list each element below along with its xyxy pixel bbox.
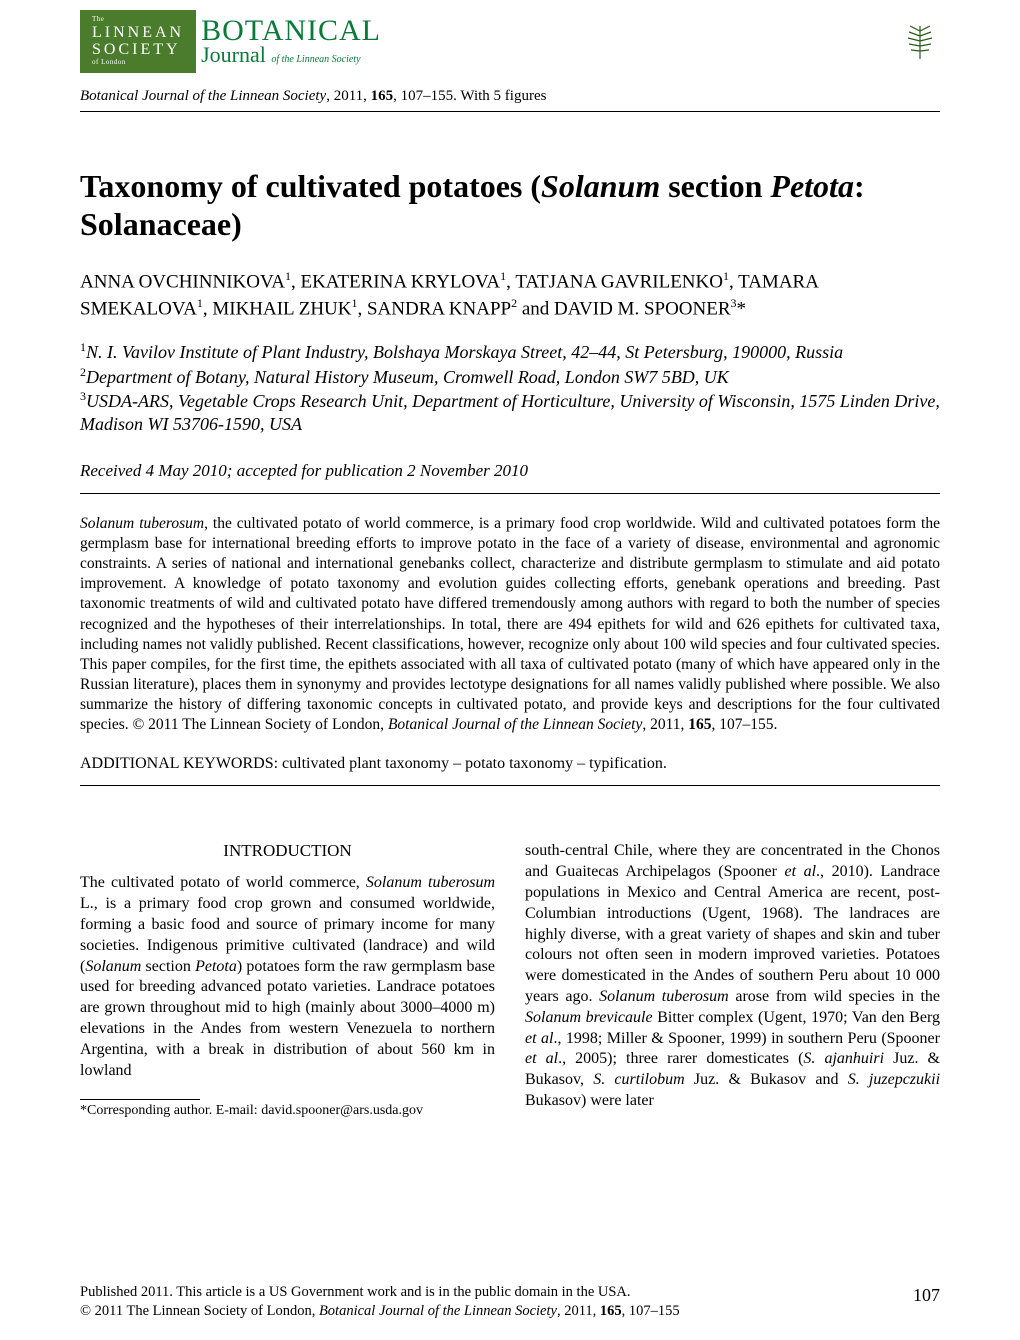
- footer-line2e: , 107–155: [622, 1303, 680, 1319]
- citation-journal: Botanical Journal of the Linnean Society: [80, 88, 326, 104]
- authors-block: ANNA OVCHINNIKOVA1, EKATERINA KRYLOVA1, …: [80, 258, 940, 332]
- intro-c2-t9: Bukasov) were later: [525, 1092, 654, 1109]
- intro-c2-i1: et al: [784, 863, 816, 880]
- title-solanum: Solanum: [541, 168, 660, 204]
- abstract-block: Solanum tuberosum, the cultivated potato…: [80, 494, 940, 744]
- citation-year: , 2011,: [326, 88, 370, 104]
- footer-line2a: © 2011 The Linnean Society of London,: [80, 1303, 319, 1319]
- intro-col2: south-central Chile, where they are conc…: [525, 841, 940, 1111]
- footer-line1: Published 2011. This article is a US Gov…: [80, 1284, 631, 1300]
- citation-pages: , 107–155. With 5 figures: [393, 88, 546, 104]
- article-title: Taxonomy of cultivated potatoes (Solanum…: [80, 112, 940, 259]
- author3: , TATJANA GAVRILENKO: [506, 272, 723, 293]
- author2: , EKATERINA KRYLOVA: [291, 272, 500, 293]
- keywords-line: ADDITIONAL KEYWORDS: cultivated plant ta…: [80, 743, 940, 785]
- intro-c1-i3: Petota: [195, 958, 237, 975]
- journal-botanical: BOTANICAL: [201, 17, 381, 46]
- title-part3: section: [660, 168, 770, 204]
- citation-line: Botanical Journal of the Linnean Society…: [80, 78, 940, 111]
- intro-c2-i7: S. curtilobum: [593, 1071, 684, 1088]
- journal-subtitle: of the Linnean Society: [271, 54, 360, 65]
- logo-line-society: SOCIETY: [92, 41, 184, 59]
- corresponding-footnote: *Corresponding author. E-mail: david.spo…: [80, 1103, 495, 1119]
- aff3: USDA-ARS, Vegetable Crops Research Unit,…: [80, 391, 940, 434]
- footer: 107 Published 2011. This article is a US…: [80, 1283, 940, 1322]
- author7-star: *: [737, 299, 747, 320]
- intro-c1-t4: ) potatoes form the raw germplasm base u…: [80, 958, 495, 1079]
- logo-line-linnean: LINNEAN: [92, 24, 184, 42]
- footer-vol: 165: [600, 1303, 622, 1319]
- logo-section: The LINNEAN SOCIETY of London BOTANICAL …: [80, 10, 381, 73]
- author5: , MIKHAIL ZHUK: [203, 299, 352, 320]
- intro-c2-t6: ., 2005); three rarer domesticates (: [558, 1050, 803, 1067]
- abstract-vol: 165: [688, 716, 711, 733]
- header-bar: The LINNEAN SOCIETY of London BOTANICAL …: [80, 0, 940, 78]
- intro-c2-t8: Juz. & Bukasov and: [685, 1071, 848, 1088]
- intro-c2-i2: Solanum tuberosum: [599, 988, 729, 1005]
- abstract-p3: , 2011,: [642, 716, 688, 733]
- title-petota: Petota: [770, 168, 854, 204]
- keywords-text: cultivated plant taxonomy – potato taxon…: [282, 755, 667, 772]
- logo-line-london: of London: [92, 59, 184, 67]
- intro-c2-i5: et al: [525, 1050, 558, 1067]
- column-right: south-central Chile, where they are conc…: [525, 841, 940, 1119]
- abstract-text: Solanum tuberosum, the cultivated potato…: [80, 514, 940, 736]
- journal-journal: Journal of the Linnean Society: [201, 45, 381, 66]
- keywords-label: ADDITIONAL KEYWORDS:: [80, 755, 282, 772]
- intro-c2-t2: ., 2010). Landrace populations in Mexico…: [525, 863, 940, 1005]
- intro-c1-i1: Solanum tuberosum: [366, 874, 495, 891]
- intro-c1-t1: The cultivated potato of world commerce,: [80, 874, 366, 891]
- introduction-heading: INTRODUCTION: [80, 841, 495, 873]
- fern-icon: [900, 21, 940, 61]
- author6: , SANDRA KNAPP: [357, 299, 511, 320]
- aff2: Department of Botany, Natural History Mu…: [86, 367, 729, 387]
- intro-c2-t3: arose from wild species in the: [729, 988, 940, 1005]
- abstract-solanum: Solanum tuberosum: [80, 515, 204, 532]
- abstract-p5: , 107–155.: [712, 716, 778, 733]
- intro-col1: The cultivated potato of world commerce,…: [80, 873, 495, 1081]
- intro-c2-i3: Solanum brevicaule: [525, 1009, 653, 1026]
- aff1: N. I. Vavilov Institute of Plant Industr…: [86, 342, 843, 362]
- intro-c2-i4: et al: [525, 1030, 553, 1047]
- abstract-body: , the cultivated potato of world commerc…: [80, 515, 940, 733]
- intro-c1-t3: section: [141, 958, 195, 975]
- intro-c2-t5: ., 1998; Miller & Spooner, 1999) in sout…: [553, 1030, 940, 1047]
- intro-c1-i2: Solanum: [85, 958, 141, 975]
- footnote-divider: [80, 1099, 200, 1100]
- title-part1: Taxonomy of cultivated potatoes (: [80, 168, 541, 204]
- logo-line-the: The: [92, 16, 184, 24]
- journal-title-block: BOTANICAL Journal of the Linnean Society: [201, 17, 381, 66]
- footer-journal: Botanical Journal of the Linnean Society: [319, 1303, 557, 1319]
- page-number: 107: [913, 1283, 940, 1307]
- column-left: INTRODUCTION The cultivated potato of wo…: [80, 841, 495, 1119]
- intro-c2-t4: Bitter complex (Ugent, 1970; Van den Ber…: [653, 1009, 940, 1026]
- linnean-society-logo: The LINNEAN SOCIETY of London: [80, 10, 196, 73]
- affiliations-block: 1N. I. Vavilov Institute of Plant Indust…: [80, 332, 940, 445]
- dates-line: Received 4 May 2010; accepted for public…: [80, 445, 940, 493]
- abstract-journal: Botanical Journal of the Linnean Society: [388, 716, 642, 733]
- footer-line2c: , 2011,: [557, 1303, 600, 1319]
- journal-word: Journal: [201, 42, 266, 67]
- body-two-column: INTRODUCTION The cultivated potato of wo…: [80, 786, 940, 1119]
- author7: and DAVID M. SPOONER: [517, 299, 730, 320]
- intro-c2-i6: S. ajanhuiri: [803, 1050, 884, 1067]
- author1: ANNA OVCHINNIKOVA: [80, 272, 285, 293]
- citation-volume: 165: [371, 88, 394, 104]
- intro-c2-i8: S. juzepczukii: [848, 1071, 940, 1088]
